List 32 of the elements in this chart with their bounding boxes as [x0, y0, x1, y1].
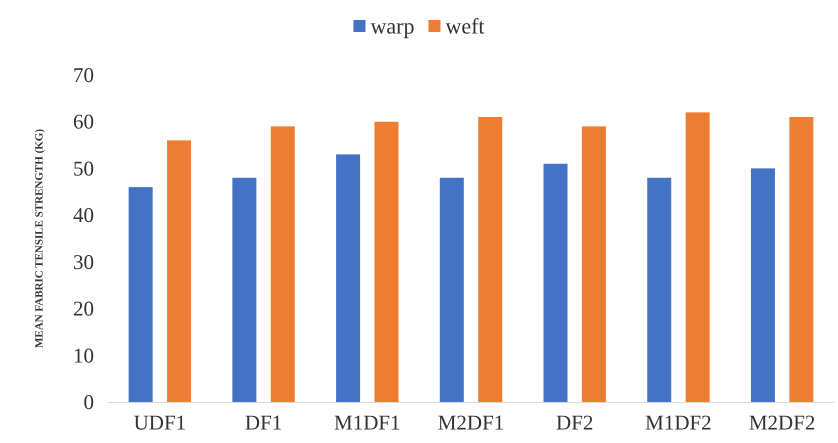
- bar: [167, 140, 192, 402]
- y-tick-label: 0: [84, 390, 94, 414]
- x-tick-label: DF2: [556, 410, 594, 434]
- bar: [647, 178, 672, 402]
- legend-label: warp: [370, 14, 414, 38]
- x-tick-label: M2DF1: [438, 410, 504, 434]
- legend-label: weft: [445, 14, 485, 38]
- y-tick-label: 30: [73, 250, 94, 274]
- y-tick-label: 20: [73, 296, 94, 321]
- y-tick-label: 50: [73, 156, 94, 180]
- y-tick-label: 10: [73, 343, 94, 368]
- bar: [478, 117, 502, 402]
- y-tick-label: 70: [73, 63, 94, 87]
- bar: [789, 117, 814, 402]
- bar: [232, 178, 256, 402]
- bar: [128, 187, 153, 402]
- x-tick-label: UDF1: [134, 410, 186, 434]
- bar: [686, 112, 710, 402]
- x-tick-label: M1DF2: [645, 410, 712, 434]
- bar: [374, 122, 398, 402]
- bar: [336, 154, 360, 402]
- bar: [544, 164, 568, 402]
- y-tick-label: 60: [73, 110, 94, 134]
- bar: [440, 178, 464, 402]
- y-tick-label: 40: [73, 203, 94, 228]
- bar: [750, 168, 775, 402]
- x-tick-label: M2DF2: [748, 410, 816, 434]
- bar: [270, 126, 295, 402]
- x-tick-label: M1DF1: [334, 410, 401, 434]
- y-axis-title: MEAN FABRIC TENSILE STRENGTH (KG): [34, 128, 46, 348]
- x-tick-label: DF1: [244, 410, 282, 434]
- bar: [582, 126, 606, 402]
